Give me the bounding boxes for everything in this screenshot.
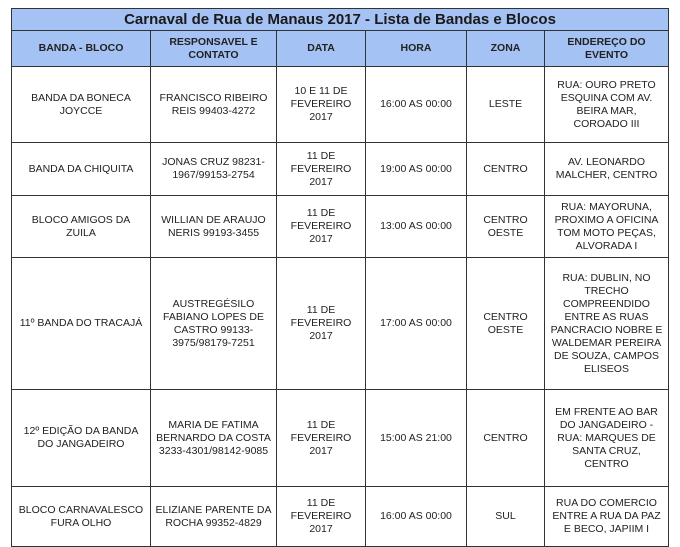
table-row: 11º BANDA DO TRACAJÁ AUSTREGÉSILO FABIANO… (11, 257, 670, 390)
cell-banda: BLOCO CARNAVALESCO FURA OLHO (11, 486, 151, 547)
cell-endereco: RUA: MAYORUNA, PROXIMO A OFICINA TOM MOT… (543, 195, 670, 258)
cell-endereco: RUA DO COMERCIO ENTRE A RUA DA PAZ E BEC… (543, 486, 670, 547)
col-header-zona: ZONA (466, 30, 545, 67)
cell-hora: 19:00 AS 00:00 (365, 142, 467, 196)
cell-hora: 15:00 AS 21:00 (365, 389, 467, 487)
cell-zona: CENTRO OESTE (466, 195, 545, 258)
cell-responsavel: JONAS CRUZ 98231-1967/99153-2754 (150, 142, 277, 196)
cell-data: 11 DE FEVEREIRO 2017 (276, 486, 366, 547)
cell-responsavel: MARIA DE FATIMA BERNARDO DA COSTA 3233-4… (150, 389, 277, 487)
header-row: BANDA - BLOCO RESPONSAVEL E CONTATO DATA… (11, 30, 670, 67)
cell-endereco: RUA: DUBLIN, NO TRECHO COMPREENDIDO ENTR… (543, 257, 670, 390)
cell-banda: BLOCO AMIGOS DA ZUILA (11, 195, 151, 258)
cell-data: 11 DE FEVEREIRO 2017 (276, 195, 366, 258)
cell-responsavel: AUSTREGÉSILO FABIANO LOPES DE CASTRO 991… (150, 257, 277, 390)
col-header-responsavel: RESPONSAVEL E CONTATO (150, 30, 277, 67)
cell-hora: 16:00 AS 00:00 (365, 66, 467, 143)
cell-banda: 12º EDIÇÃO DA BANDA DO JANGADEIRO (11, 389, 151, 487)
cell-zona: LESTE (466, 66, 545, 143)
table-row: BANDA DA BONECA JOYCCE FRANCISCO RIBEIRO … (11, 66, 670, 143)
cell-endereco: AV. LEONARDO MALCHER, CENTRO (543, 142, 670, 196)
cell-zona: SUL (466, 486, 545, 547)
table-row: BANDA DA CHIQUITA JONAS CRUZ 98231-1967/9… (11, 142, 670, 196)
cell-hora: 16:00 AS 00:00 (365, 486, 467, 547)
cell-data: 11 DE FEVEREIRO 2017 (276, 257, 366, 390)
col-header-endereco: ENDEREÇO DO EVENTO (543, 30, 670, 67)
cell-data: 11 DE FEVEREIRO 2017 (276, 142, 366, 196)
table-title: Carnaval de Rua de Manaus 2017 - Lista d… (10, 8, 670, 31)
col-header-banda: BANDA - BLOCO (11, 30, 151, 67)
col-header-hora: HORA (365, 30, 467, 67)
cell-responsavel: FRANCISCO RIBEIRO REIS 99403-4272 (150, 66, 277, 143)
cell-data: 11 DE FEVEREIRO 2017 (276, 389, 366, 487)
cell-hora: 13:00 AS 00:00 (365, 195, 467, 258)
cell-responsavel: ELIZIANE PARENTE DA ROCHA 99352-4829 (150, 486, 277, 547)
cell-zona: CENTRO (466, 142, 545, 196)
cell-zona: CENTRO OESTE (466, 257, 545, 390)
cell-hora: 17:00 AS 00:00 (365, 257, 467, 390)
col-header-data: DATA (276, 30, 366, 67)
table-row: 12º EDIÇÃO DA BANDA DO JANGADEIRO MARIA D… (11, 389, 670, 487)
cell-responsavel: WILLIAN DE ARAUJO NERIS 99193-3455 (150, 195, 277, 258)
table-row: BLOCO AMIGOS DA ZUILA WILLIAN DE ARAUJO N… (11, 195, 670, 258)
cell-banda: 11º BANDA DO TRACAJÁ (11, 257, 151, 390)
table-row: BLOCO CARNAVALESCO FURA OLHO ELIZIANE PAR… (11, 486, 670, 547)
cell-data: 10 E 11 DE FEVEREIRO 2017 (276, 66, 366, 143)
cell-zona: CENTRO (466, 389, 545, 487)
cell-endereco: EM FRENTE AO BAR DO JANGADEIRO - RUA: MA… (543, 389, 670, 487)
cell-banda: BANDA DA BONECA JOYCCE (11, 66, 151, 143)
bands-table: Carnaval de Rua de Manaus 2017 - Lista d… (10, 8, 670, 547)
cell-endereco: RUA: OURO PRETO ESQUINA COM AV. BEIRA MA… (543, 66, 670, 143)
cell-banda: BANDA DA CHIQUITA (11, 142, 151, 196)
